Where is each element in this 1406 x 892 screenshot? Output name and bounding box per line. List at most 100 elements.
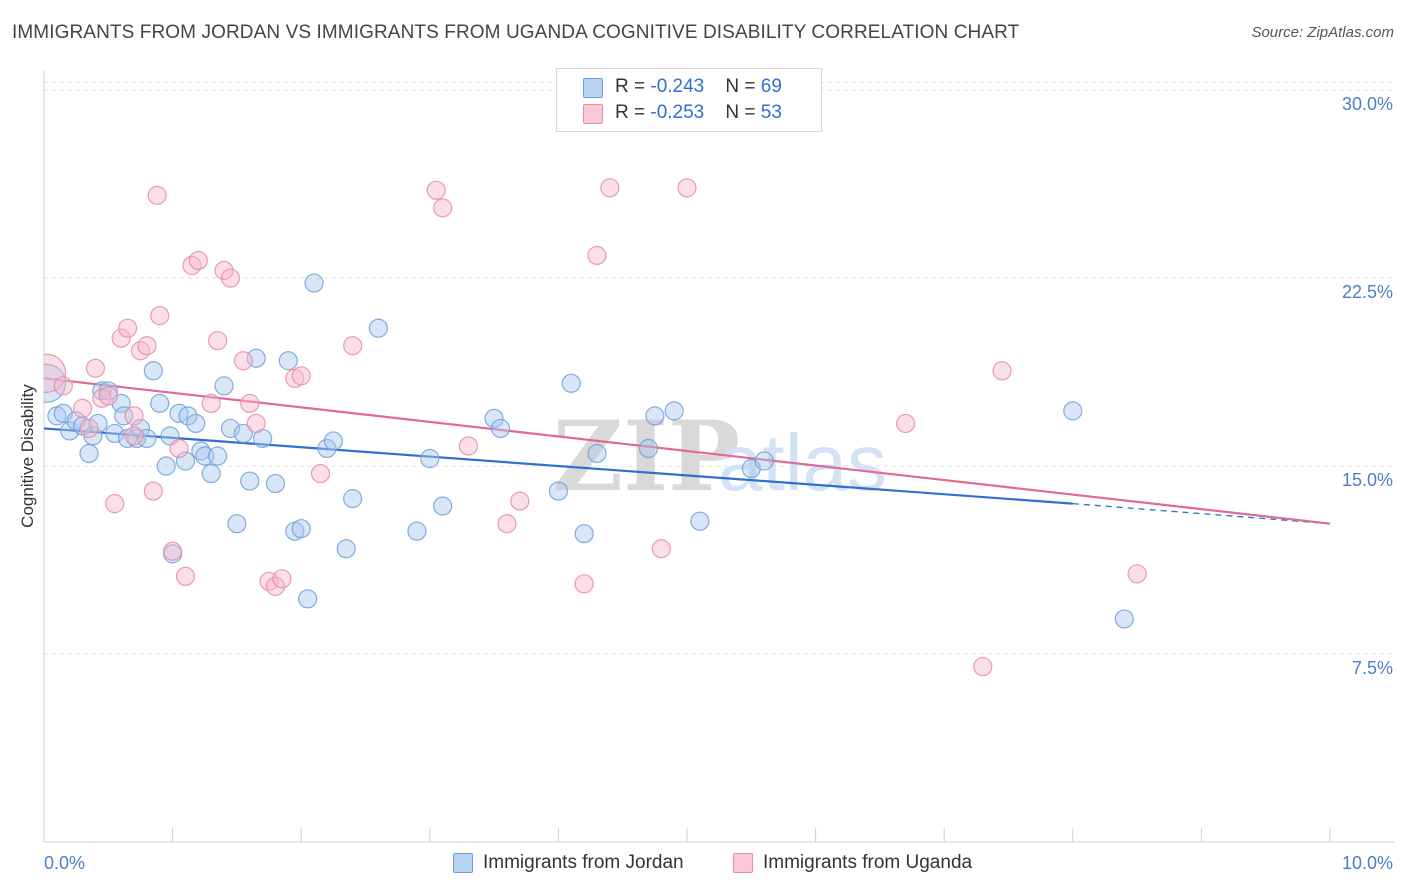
jordan-point [201, 463, 221, 484]
jordan-point [548, 481, 569, 501]
uganda-point [105, 494, 125, 514]
y-axis-label: Cognitive Disability [18, 384, 37, 528]
jordan-point [561, 373, 581, 393]
legend-r-label: R = [615, 76, 651, 97]
legend-n-value: 69 [760, 76, 782, 97]
stats-legend: R = -0.243 N = 69 R = -0.253 N = 53 [556, 68, 822, 132]
jordan-point [420, 448, 440, 469]
uganda-point [143, 481, 163, 501]
uganda-point [182, 255, 202, 276]
axes [43, 70, 1394, 843]
legend-r-value: -0.253 [650, 102, 705, 123]
uganda-legend-label: Immigrants from Uganda [763, 852, 973, 873]
x-tick-label: 10.0% [1342, 853, 1393, 873]
jordan-point [105, 423, 125, 444]
jordan-point [227, 514, 247, 534]
uganda-point [98, 386, 118, 406]
y-tick-label: 15.0% [1342, 470, 1393, 490]
jordan-point [114, 406, 134, 426]
jordan-point [323, 431, 343, 451]
uganda-point [150, 306, 170, 326]
jordan-legend-swatch [453, 853, 473, 873]
uganda-point [214, 260, 234, 281]
jordan-point [92, 381, 112, 401]
jordan-point [368, 318, 388, 338]
uganda-point [1127, 564, 1147, 584]
uganda-point [600, 178, 620, 198]
jordan-point [214, 376, 234, 396]
jordan-point [240, 471, 260, 491]
y-tick-label: 22.5% [1342, 282, 1393, 302]
jordan-point [336, 539, 356, 559]
uganda-point [246, 413, 266, 434]
uganda-point [896, 413, 916, 434]
data-points [44, 178, 1390, 677]
legend-n-label: N = [725, 76, 761, 97]
jordan-point [233, 423, 253, 444]
jordan-point [130, 418, 151, 439]
jordan-point [150, 393, 170, 413]
jordan-point [1063, 401, 1083, 421]
uganda-point [147, 185, 167, 205]
uganda-point [992, 361, 1012, 381]
uganda-point [124, 406, 144, 426]
uganda-point [265, 576, 286, 596]
jordan-point [484, 408, 504, 429]
uganda-point [175, 566, 196, 586]
uganda-legend-swatch [733, 853, 753, 873]
jordan-point [343, 489, 363, 509]
jordan-swatch [583, 78, 603, 98]
jordan-point [220, 418, 241, 439]
uganda-point [201, 393, 221, 413]
uganda-point [433, 198, 453, 218]
uganda-point [111, 328, 131, 348]
jordan-point [298, 589, 318, 609]
y-tick-label: 30.0% [1342, 94, 1393, 114]
uganda-point [510, 491, 530, 511]
uganda-point [587, 245, 607, 266]
uganda-point [1372, 337, 1390, 355]
uganda-point [79, 418, 99, 439]
uganda-point [163, 541, 183, 561]
jordan-point [638, 438, 659, 459]
uganda-point [220, 268, 241, 288]
jordan-point [574, 524, 594, 544]
jordan-point [1372, 387, 1390, 405]
source-label: Source: ZipAtlas.com [1251, 24, 1394, 41]
jordan-point [278, 351, 298, 371]
tick-labels: 7.5% 15.0% 22.5% 30.0% 0.0% 10.0% Cognitive Di… [18, 94, 1393, 873]
jordan-point [645, 406, 665, 426]
uganda-point [240, 393, 260, 413]
jordan-point [587, 443, 607, 464]
uganda-point [124, 426, 144, 446]
uganda-point [677, 178, 697, 198]
uganda-point [137, 336, 157, 356]
uganda-point [291, 366, 311, 386]
uganda-point [233, 351, 253, 371]
uganda-point [973, 656, 993, 677]
jordan-point [433, 496, 453, 516]
uganda-point [53, 376, 73, 396]
jordan-point [156, 456, 176, 476]
jordan-legend-label: Immigrants from Jordan [483, 852, 684, 873]
jordan-point [208, 446, 228, 466]
legend-r-label: R = [615, 102, 651, 123]
uganda-point [72, 398, 93, 418]
uganda-swatch [583, 104, 603, 124]
uganda-point [426, 180, 446, 200]
jordan-trend-extension [1072, 502, 1331, 525]
chart-title: IMMIGRANTS FROM JORDAN VS IMMIGRANTS FRO… [12, 22, 1020, 43]
uganda-point [188, 250, 208, 271]
jordan-point [490, 418, 511, 439]
legend-r-value: -0.243 [650, 76, 705, 97]
uganda-point [208, 331, 228, 351]
jordan-point [88, 413, 108, 434]
legend-n-value: 53 [760, 102, 782, 123]
x-tick-label: 0.0% [44, 853, 85, 873]
jordan-point [175, 451, 196, 471]
jordan-point [186, 413, 206, 434]
uganda-point [130, 341, 151, 361]
jordan-point [60, 421, 80, 441]
uganda-point [574, 574, 594, 594]
